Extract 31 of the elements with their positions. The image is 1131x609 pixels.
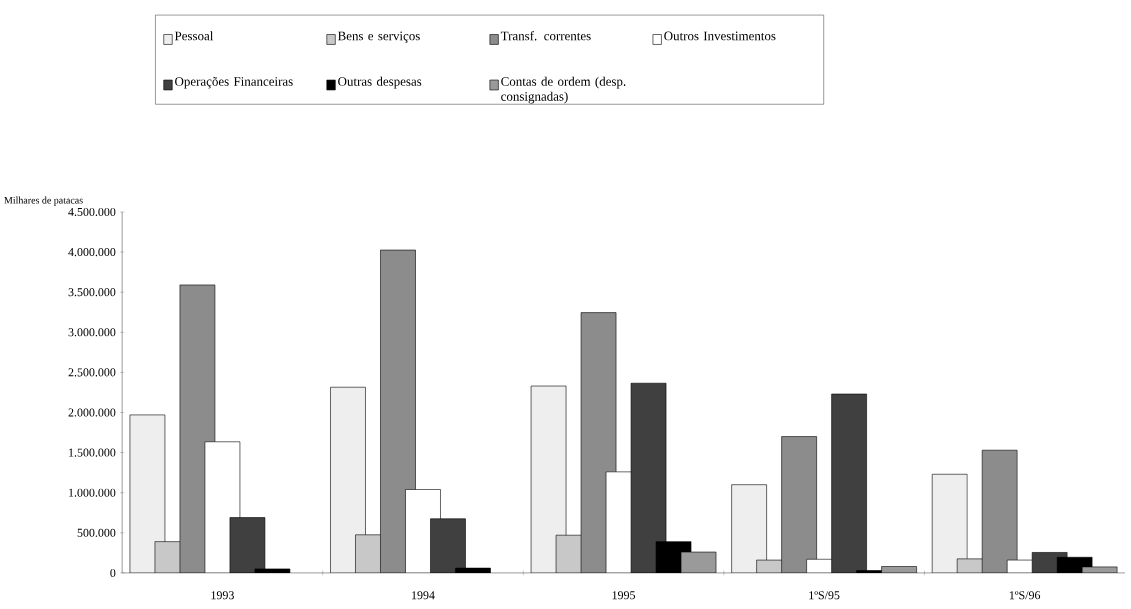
legend-label: Outros Investimentos [664,31,776,41]
legend-label: Transf. correntes [500,31,591,41]
x-tick-label: 1994 [412,591,435,600]
bar [430,518,466,573]
y-tick-label: 3.500.000 [68,288,116,297]
y-tick-label: 1.500.000 [69,448,116,457]
bar [731,484,767,573]
legend-label: Outras despesas [338,76,422,89]
bar [229,517,265,573]
bar [781,436,817,573]
bar [931,474,968,573]
y-tick-label: 0 [110,568,116,577]
y-tick-label: 2.000.000 [68,408,116,417]
bar [330,387,366,573]
legend-label: Contas de ordem (desp. consignadas) [501,76,626,104]
x-tick-label: 1993 [211,591,234,600]
y-tick-label: 3.000.000 [68,328,116,337]
x-tick-label: 1ºS/96 [1009,591,1041,600]
y-tick-label: 4.000.000 [68,248,116,257]
y-axis-title: Milhares de patacas [4,196,83,206]
x-tick-label: 1995 [612,591,636,600]
bar [831,394,867,573]
y-tick-label: 500.000 [77,528,116,537]
legend-label: Operações Financeiras [175,77,293,89]
y-tick-label: 4.500.000 [68,207,116,217]
legend-label: Bens e serviços [337,31,420,43]
x-tick-label: 1ºS/95 [809,591,840,600]
y-tick-label: 1.000.000 [69,488,116,497]
legend-label: Pessoal [174,31,214,41]
y-tick-label: 2.500.000 [68,368,116,377]
bar [981,449,1018,573]
